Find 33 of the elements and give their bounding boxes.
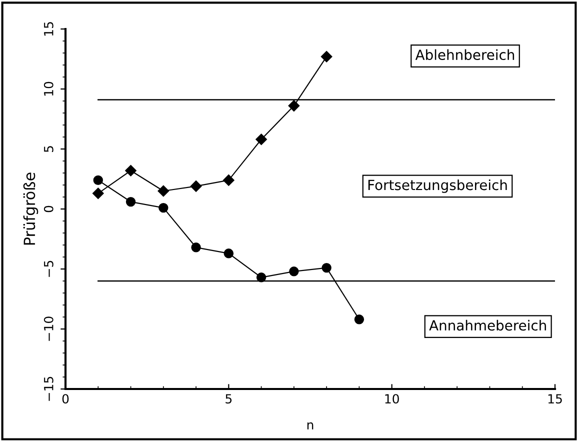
y-axis-title: Prüfgröße	[23, 172, 38, 245]
y-tick-label: −10	[44, 316, 54, 341]
x-tick-label: 10	[385, 394, 399, 404]
point	[126, 196, 136, 207]
point	[223, 174, 234, 186]
point	[190, 180, 202, 192]
point	[289, 266, 299, 276]
y-tick-label: 15	[44, 22, 54, 36]
point	[256, 134, 267, 146]
point	[224, 248, 234, 258]
y-tick-label: 0	[44, 206, 54, 212]
point	[125, 164, 136, 176]
point	[354, 314, 364, 324]
x-tick-label: 15	[548, 394, 562, 404]
point	[320, 50, 332, 62]
point	[288, 100, 300, 112]
y-tick-label: 5	[44, 146, 54, 152]
point	[92, 188, 104, 200]
point	[158, 185, 170, 197]
annotation: Ablehnbereich	[415, 49, 514, 60]
y-tick-label: −15	[44, 376, 54, 401]
point	[256, 272, 266, 282]
point	[158, 202, 168, 213]
point	[191, 242, 201, 252]
y-tick-label: 10	[44, 82, 54, 96]
annotation: Fortsetzungsbereich	[368, 179, 507, 193]
point	[322, 262, 332, 273]
x-tick-label: 0	[62, 394, 69, 404]
x-tick-label: 5	[226, 394, 232, 404]
annotation: Annahmebereich	[429, 320, 546, 331]
x-axis-title: n	[307, 422, 314, 430]
point	[93, 175, 103, 186]
y-tick-label: −5	[44, 260, 54, 277]
